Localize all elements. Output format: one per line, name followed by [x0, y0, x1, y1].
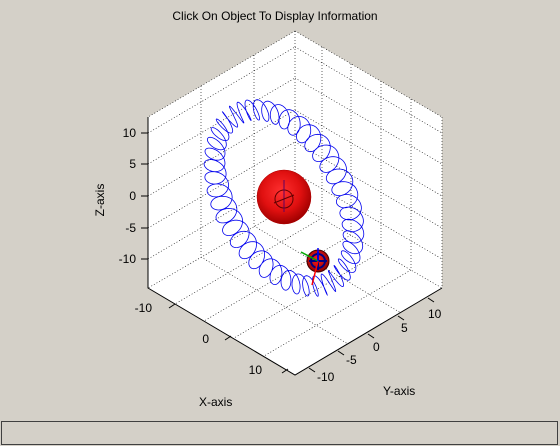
z-tick-label: 0 [129, 189, 136, 203]
y-tick-label: -10 [317, 370, 335, 384]
z-tick-label: -10 [119, 252, 137, 266]
triad-y-line [300, 251, 319, 262]
satellite-sphere[interactable] [300, 248, 330, 286]
info-text-panel[interactable] [1, 421, 558, 445]
y-tick-label: 10 [428, 307, 442, 321]
y-tick-label: 5 [401, 321, 408, 335]
planet-sphere[interactable] [256, 169, 312, 225]
axes-3d[interactable]: 10 5 0 -5 -10 -10 0 10 -10 -5 0 5 10 X-a… [0, 0, 560, 420]
x-tick-labels: -10 0 10 [135, 301, 263, 377]
x-tick-label: -10 [135, 301, 153, 315]
y-tick-labels: -10 -5 0 5 10 [317, 307, 442, 384]
tick-marks [141, 132, 435, 374]
y-tick-label: 0 [373, 340, 380, 354]
x-axis-label: X-axis [199, 395, 232, 409]
triad-x-line [311, 260, 319, 286]
x-tick-label: 10 [249, 363, 263, 377]
grid-lines [147, 30, 443, 357]
orbit-helix-line[interactable] [203, 99, 365, 297]
y-tick-label: -5 [346, 353, 357, 367]
y-axis-label: Y-axis [383, 384, 415, 398]
z-tick-label: -5 [125, 221, 136, 235]
z-tick-labels: 10 5 0 -5 -10 [119, 126, 137, 266]
orbit-path[interactable] [203, 99, 365, 297]
z-axis-label: Z-axis [93, 184, 107, 217]
axes-box-edges [147, 117, 443, 376]
z-tick-label: 5 [129, 157, 136, 171]
plot-title: Click On Object To Display Information [172, 9, 378, 23]
z-tick-label: 10 [123, 126, 137, 140]
x-tick-label: 0 [202, 332, 209, 346]
